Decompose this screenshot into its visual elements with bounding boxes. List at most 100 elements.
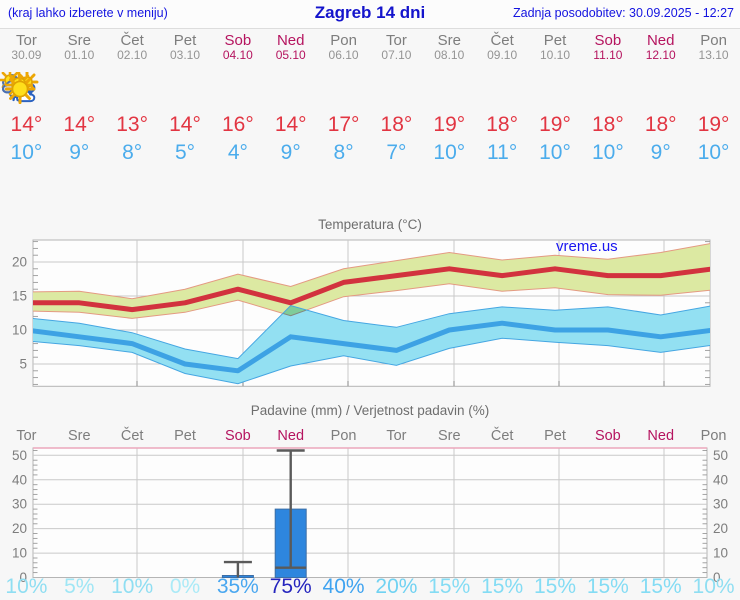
max-temperature: 14°: [10, 113, 43, 136]
svg-text:30: 30: [12, 497, 27, 512]
svg-text:30: 30: [713, 497, 728, 512]
max-temperature: 14°: [274, 113, 307, 136]
max-temperature: 19°: [433, 113, 466, 136]
svg-text:0: 0: [713, 570, 721, 585]
weather-icon-slot: [5, 69, 687, 109]
day-date: 09.10: [487, 48, 518, 62]
precip-day-label: Sre: [437, 428, 461, 444]
precip-probability: 15%: [428, 575, 471, 598]
day-column[interactable]: Pet 03.10 14° 5°: [5, 32, 212, 166]
svg-text:50: 50: [12, 448, 27, 463]
precipitation-chart-title: Padavine (mm) / Verjetnost padavin (%): [250, 403, 490, 418]
max-temperature: 14°: [63, 113, 96, 136]
precip-probability: 10%: [5, 575, 48, 598]
svg-text:40: 40: [12, 472, 27, 487]
weather-icon-slot: [5, 69, 740, 109]
precip-day-label: Pon: [330, 428, 357, 444]
svg-text:20: 20: [713, 521, 728, 536]
weather-icon-slot: [0, 69, 317, 109]
sunny-icon: [5, 74, 35, 104]
weather-icon-slot: [5, 69, 212, 109]
svg-text:10: 10: [713, 546, 728, 561]
precip-day-label: Ned: [647, 428, 675, 444]
forecast-day-columns: Tor 30.09 14° 10° Sre 01.10 14° 9° Čet 02.10 13° 8°…: [0, 32, 740, 166]
day-name: Čet: [490, 32, 514, 49]
svg-text:10: 10: [12, 546, 27, 561]
day-date: 01.10: [64, 48, 95, 62]
day-name: Ned: [276, 32, 305, 49]
min-temperature: 10°: [539, 141, 571, 164]
max-temperature: 13°: [116, 113, 149, 136]
max-temperature: 17°: [327, 113, 360, 136]
min-temperature: 10°: [10, 141, 43, 164]
day-column[interactable]: Sob 04.10 16° 4°: [1, 32, 264, 166]
day-name: Sre: [437, 32, 461, 49]
weather-icon-slot: [5, 69, 423, 109]
day-column[interactable]: Tor 07.10 18° 7°: [5, 32, 423, 166]
day-name: Sre: [67, 32, 91, 49]
precip-probability: 15%: [533, 575, 576, 598]
svg-text:20: 20: [12, 255, 27, 270]
day-date: 30.09: [11, 48, 42, 62]
day-column[interactable]: Čet 02.10 13° 8°: [1, 32, 159, 166]
precip-probability: 10%: [111, 575, 154, 598]
day-date: 12.10: [645, 48, 676, 62]
day-column[interactable]: Pon 06.10 17° 8°: [1, 32, 370, 166]
precip-plot-area: [32, 447, 708, 578]
day-date: 13.10: [698, 48, 729, 62]
min-temperature: 7°: [386, 141, 407, 164]
precip-day-label: Sre: [67, 428, 91, 444]
precip-day-label: Pet: [544, 428, 566, 444]
day-column[interactable]: Pon 13.10 19° 10°: [5, 32, 740, 166]
precip-probability: 75%: [269, 575, 312, 598]
max-temperature: 18°: [486, 113, 519, 136]
day-name: Pon: [700, 32, 727, 49]
menu-hint: (kraj lahko izberete v meniju): [8, 6, 168, 20]
min-temperature: 10°: [591, 141, 624, 164]
day-column[interactable]: Sre 08.10 19° 10°: [5, 32, 476, 166]
weather-icon-slot: [5, 69, 582, 109]
svg-text:20: 20: [12, 521, 27, 536]
day-column[interactable]: Ned 12.10 18° 9°: [5, 32, 687, 166]
svg-text:15: 15: [12, 289, 27, 304]
day-name: Tor: [386, 32, 407, 49]
weather-icon-slot: [1, 69, 106, 109]
day-date: 07.10: [381, 48, 412, 62]
precip-probability: 40%: [322, 575, 365, 598]
max-temperature: 14°: [169, 113, 201, 136]
weather-icon-slot: [1, 69, 159, 109]
min-temperature: 8°: [333, 141, 354, 164]
day-name: Čet: [120, 32, 144, 49]
precip-probability: 15%: [481, 575, 524, 598]
precip-day-label: Pon: [700, 428, 727, 444]
day-date: 10.10: [539, 48, 570, 62]
min-temperature: 9°: [69, 141, 90, 164]
page-title: Zagreb 14 dni: [314, 3, 426, 22]
day-date: 11.10: [593, 48, 623, 62]
min-temperature: 11°: [487, 141, 518, 164]
svg-text:40: 40: [713, 472, 728, 487]
day-column[interactable]: Čet 09.10 18° 11°: [5, 32, 529, 166]
day-name: Sob: [594, 32, 622, 49]
svg-text:5: 5: [19, 357, 27, 372]
min-temperature: 9°: [280, 141, 301, 164]
precip-probability: 20%: [375, 575, 418, 598]
day-column[interactable]: Sre 01.10 14° 9°: [1, 32, 106, 166]
day-name: Pet: [543, 32, 567, 49]
precip-probability: 15%: [639, 575, 682, 598]
day-column[interactable]: Sob 11.10 18° 10°: [5, 32, 634, 166]
precip-day-label: Ned: [277, 428, 305, 444]
precip-day-label: Sob: [224, 428, 251, 444]
precip-day-label: Tor: [386, 428, 407, 444]
precip-probability: 35%: [216, 575, 259, 598]
precip-day-label: Tor: [16, 428, 37, 444]
day-column[interactable]: Ned 05.10 14° 9°: [0, 32, 317, 166]
watermark-link[interactable]: vreme.us: [556, 238, 618, 255]
precip-probability: 15%: [586, 575, 629, 598]
weather-icon-slot: [5, 69, 529, 109]
day-column[interactable]: Pet 10.10 19° 10°: [5, 32, 582, 166]
day-date: 03.10: [169, 48, 200, 62]
day-name: Pon: [330, 32, 357, 49]
precip-probability: 10%: [692, 575, 735, 598]
min-temperature: 5°: [174, 141, 196, 164]
